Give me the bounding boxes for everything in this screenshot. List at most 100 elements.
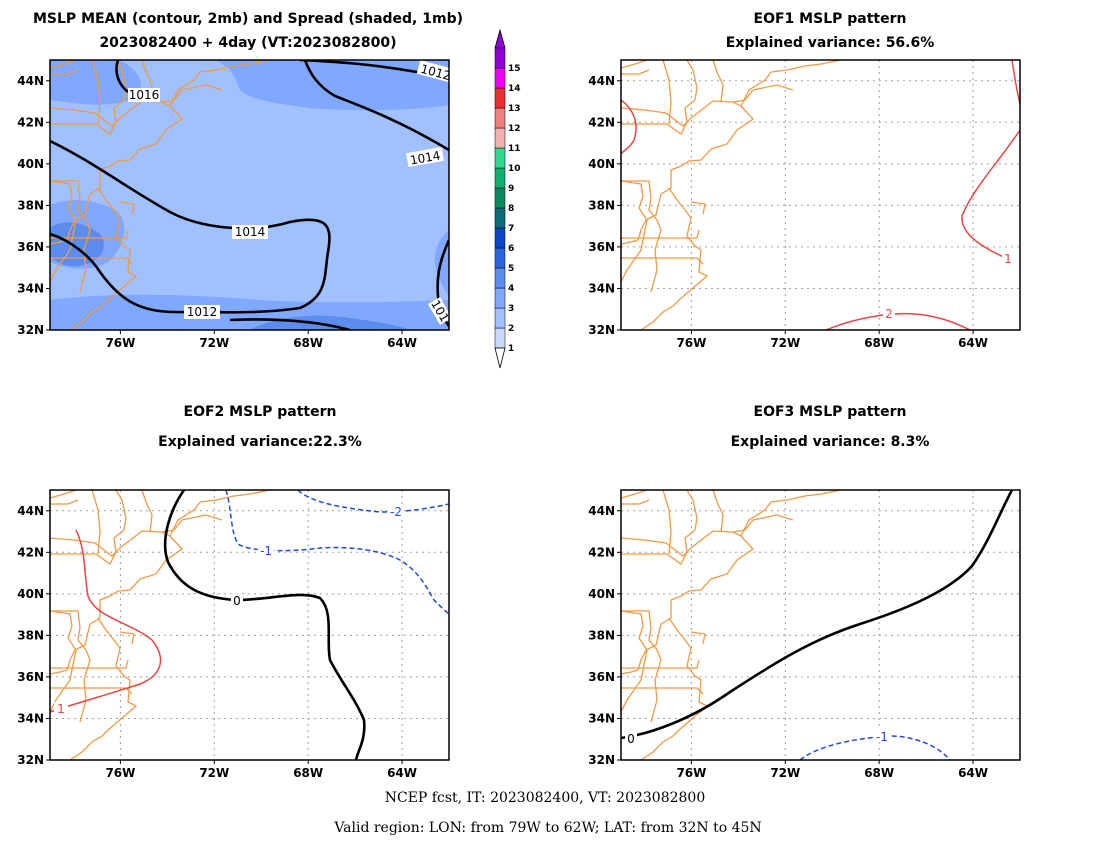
x-tick-label: 76W (105, 336, 135, 350)
contour-label: 1012 (187, 305, 218, 319)
contour-label-bg (128, 88, 160, 102)
x-tick-label: 64W (958, 336, 988, 350)
eof1-contour-ne (1011, 60, 1020, 105)
panel-c-contours (50, 490, 449, 760)
contour-1014-mid (50, 139, 331, 314)
colorbar-label: 7 (508, 224, 514, 234)
x-tick-label: 72W (770, 766, 800, 780)
y-tick-label: 34N (588, 281, 615, 295)
contour-label-bg (416, 60, 449, 83)
colorbar-swatch (494, 207, 506, 229)
contour-label-bg (883, 307, 895, 319)
contour-label-bg (427, 297, 449, 325)
contour-label: 0 (627, 732, 635, 746)
panel-b-title: EOF1 MSLP pattern (754, 11, 907, 27)
y-tick-label: 36N (17, 670, 44, 684)
panel-a-contour-labels: 1016 1014 1012 1014 1012 101 (128, 60, 449, 325)
colorbar-swatch (494, 227, 506, 249)
y-tick-label: 40N (17, 587, 44, 601)
contour-label-bg (625, 732, 637, 744)
contour-label: 1014 (409, 148, 442, 167)
x-tick-label: 76W (105, 766, 135, 780)
contour-label-bg (258, 544, 274, 556)
contour-label: 1 (1004, 252, 1012, 266)
panel-b-axes: 76W 72W 68W 64W 32N 34N 36N 38N 40N 42N 44N (588, 74, 988, 350)
contour-1016-nw (115, 60, 129, 94)
panel-eof2: EOF2 MSLP pattern Explained variance:22.… (17, 404, 450, 780)
y-tick-label: 32N (17, 753, 44, 767)
panel-b-contours (621, 60, 1020, 330)
colorbar-swatch (494, 287, 506, 309)
panel-d-subtitle: Explained variance: 8.3% (731, 434, 930, 450)
panel-c-subtitle: Explained variance:22.3% (158, 434, 362, 450)
panel-d-contours (621, 490, 1014, 760)
y-tick-label: 32N (588, 323, 615, 337)
contour-label: 0 (233, 594, 241, 608)
y-tick-label: 36N (588, 670, 615, 684)
panel-d-background (621, 490, 1020, 760)
eof1-contour-west (621, 99, 637, 155)
x-tick-label: 64W (387, 336, 417, 350)
panel-b-subtitle: Explained variance: 56.6% (726, 35, 935, 51)
panel-a-title: MSLP MEAN (contour, 2mb) and Spread (sha… (33, 11, 463, 27)
panel-d-axes: 76W 72W 68W 64W 32N 34N 36N 38N 40N 42N 44N (588, 504, 988, 780)
colorbar-label: 1 (508, 344, 514, 354)
panel-c-title: EOF2 MSLP pattern (184, 404, 337, 420)
panel-d-contour-labels: 0 -1 (625, 730, 890, 746)
colorbar-label: 3 (508, 304, 514, 314)
y-tick-label: 42N (17, 115, 44, 129)
contour-label: 1 (57, 702, 65, 716)
colorbar-swatch (494, 87, 506, 109)
panel-d-title: EOF3 MSLP pattern (754, 404, 907, 420)
panel-eof1: EOF1 MSLP pattern Explained variance: 56… (588, 11, 1021, 350)
x-tick-label: 72W (199, 336, 229, 350)
panel-c-frame (49, 489, 450, 761)
x-tick-label: 68W (293, 766, 323, 780)
panel-b-frame (620, 59, 1021, 331)
colorbar-swatch (494, 67, 506, 89)
contour-label: 1016 (129, 88, 160, 102)
eof3-contour-neg1 (799, 735, 951, 760)
y-tick-label: 40N (588, 157, 615, 171)
y-tick-label: 40N (588, 587, 615, 601)
contour-label: 1014 (235, 225, 266, 239)
eof2-contour-zero (163, 490, 366, 760)
contour-label-bg (388, 505, 404, 517)
colorbar-swatch (494, 187, 506, 209)
colorbar-label: 15 (508, 64, 521, 74)
panel-d-frame (620, 489, 1021, 761)
panel-c-axes: 76W 72W 68W 64W 32N 34N 36N 38N 40N 42N 44N (17, 504, 417, 780)
contour-label-bg (874, 730, 890, 742)
eof3-contour-zero (621, 490, 1014, 740)
colorbar-label: 6 (508, 244, 514, 254)
contour-label-bg (232, 225, 268, 239)
colorbar-label: 8 (508, 204, 514, 214)
y-tick-label: 38N (588, 628, 615, 642)
colorbar-label: 12 (508, 124, 521, 134)
contour-label-bg (1002, 252, 1014, 264)
x-tick-label: 68W (293, 336, 323, 350)
colorbar-label: 13 (508, 104, 521, 114)
y-tick-label: 32N (588, 753, 615, 767)
y-tick-label: 38N (588, 198, 615, 212)
spread-shade-level3-northwest (50, 60, 141, 105)
colorbar-swatch (494, 47, 506, 69)
spread-shade-level4-southeast (250, 315, 410, 330)
panel-b-contour-labels: 1 2 (883, 252, 1014, 321)
y-tick-label: 42N (17, 545, 44, 559)
eof1-contour-east (961, 129, 1020, 261)
colorbar-label: 2 (508, 324, 514, 334)
y-tick-label: 44N (17, 74, 44, 88)
colorbar-swatch (494, 167, 506, 189)
colorbar-swatch (494, 127, 506, 149)
panel-a-map: 1016 1014 1012 1014 1012 101 (50, 60, 449, 330)
colorbar-top-arrow (494, 28, 506, 49)
y-tick-label: 42N (588, 115, 615, 129)
colorbar-swatch (494, 307, 506, 329)
colorbar-swatch (494, 147, 506, 169)
panel-a-subtitle: 2023082400 + 4day (VT:2023082800) (99, 35, 396, 51)
panel-c-contour-labels: 1 0 -1 -2 (54, 505, 404, 716)
y-tick-label: 40N (17, 157, 44, 171)
